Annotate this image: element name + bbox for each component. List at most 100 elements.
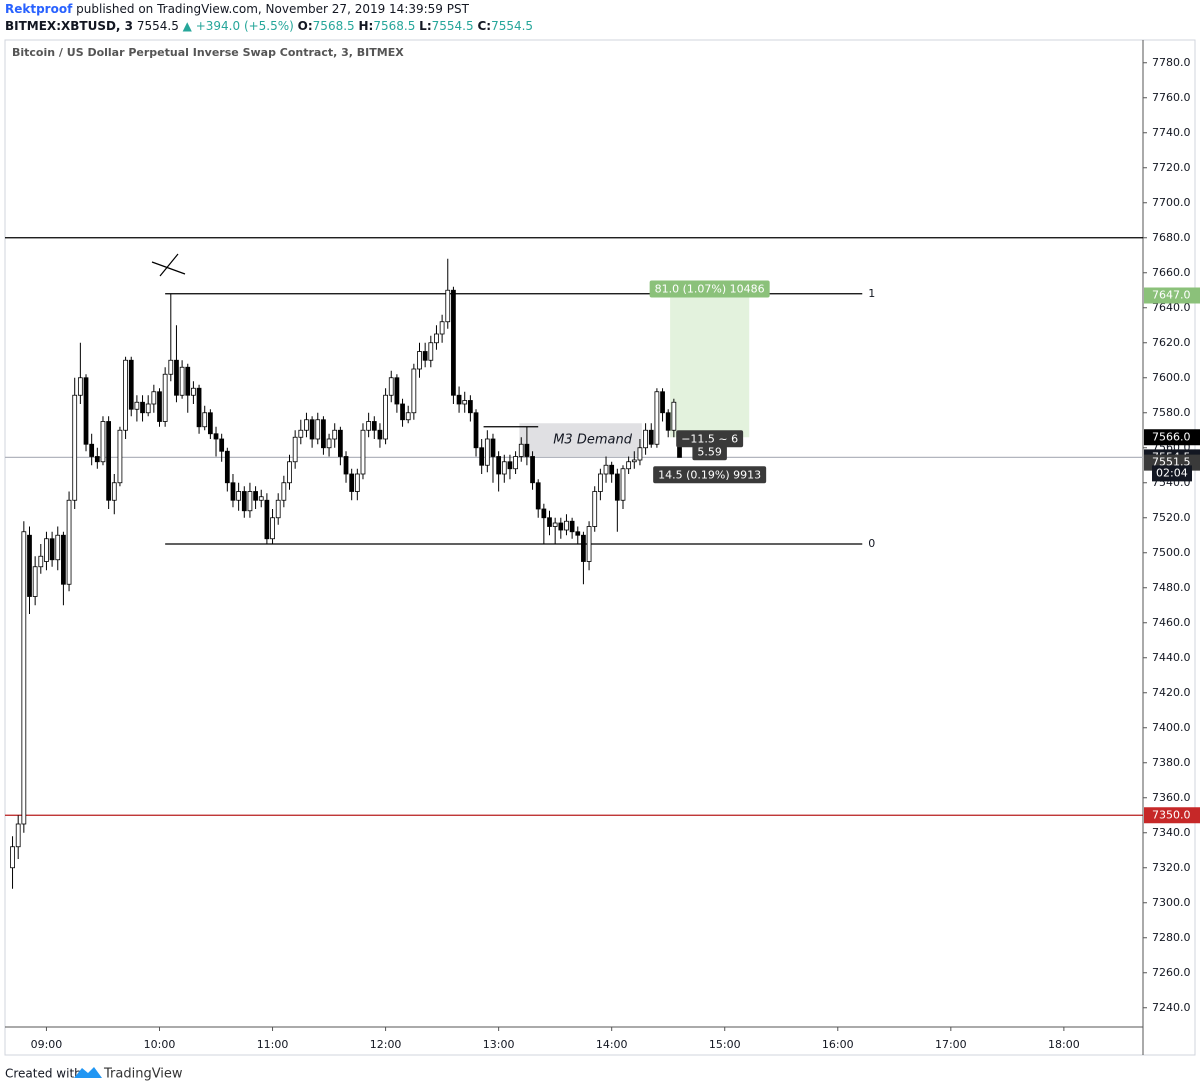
c: 7554.5	[491, 19, 533, 33]
candle-body	[631, 459, 637, 463]
l-label: L:	[419, 19, 431, 33]
candle-body	[484, 438, 490, 466]
target-area	[670, 295, 750, 438]
candle-body	[609, 464, 615, 475]
candle-body	[55, 534, 61, 561]
candle-body	[518, 443, 524, 457]
candle-body	[592, 491, 598, 527]
candle-body	[371, 421, 377, 431]
candle-body	[219, 438, 225, 452]
candle-body	[343, 456, 349, 475]
header-line: Rektproof published on TradingView.com, …	[5, 2, 470, 16]
candle-body	[575, 531, 581, 536]
x-tick-label: 13:00	[483, 1038, 515, 1051]
candle-body	[507, 461, 513, 470]
candle-body	[671, 401, 677, 431]
candle-body	[106, 421, 112, 501]
level-label: 1	[868, 287, 875, 300]
price-label: 7350.0	[1152, 808, 1191, 821]
chart-title: Bitcoin / US Dollar Perpetual Inverse Sw…	[12, 46, 404, 59]
o-label: O:	[298, 19, 313, 33]
candle-body	[151, 391, 157, 405]
candle-body	[405, 412, 411, 421]
h-label: H:	[359, 19, 374, 33]
y-tick-label: 7400.0	[1152, 721, 1191, 734]
h: 7568.5	[373, 19, 415, 33]
candle-body	[21, 531, 27, 825]
candle-body	[258, 496, 264, 501]
price-label-bg	[1144, 287, 1200, 304]
candle-body	[72, 394, 78, 501]
candle-body	[530, 456, 535, 484]
x-tick-label: 18:00	[1048, 1038, 1080, 1051]
author: Rektproof	[5, 2, 73, 16]
x-tick-label: 09:00	[31, 1038, 63, 1051]
candle-body	[275, 499, 281, 519]
candle-body	[451, 289, 456, 396]
y-tick-label: 7260.0	[1152, 966, 1191, 979]
last: 7554.5	[137, 19, 179, 33]
candle-body	[66, 499, 72, 585]
y-tick-label: 7340.0	[1152, 826, 1191, 839]
candle-body	[524, 443, 530, 457]
candle-body	[445, 289, 451, 323]
ratio-label-bg	[692, 443, 727, 461]
candle-body	[626, 461, 632, 470]
countdown-bg	[1152, 465, 1192, 482]
candle-body	[456, 394, 462, 405]
candle-body	[191, 387, 196, 396]
candle-body	[597, 473, 603, 492]
candle-body	[83, 377, 89, 445]
candle-body	[44, 538, 49, 562]
published: published on TradingView.com, November 2…	[76, 2, 469, 16]
candle-body	[134, 401, 140, 410]
candle-body	[326, 438, 332, 449]
candle-body	[586, 526, 592, 562]
candle-body	[315, 419, 321, 440]
candle-body	[111, 482, 117, 501]
center-label-bg	[676, 430, 744, 448]
y-tick-label: 7600.0	[1152, 371, 1191, 384]
frame	[4, 39, 1196, 1056]
demand-zone	[519, 423, 642, 457]
candle-body	[501, 461, 507, 475]
candle-body	[439, 321, 445, 335]
tv-logo	[74, 1067, 102, 1078]
candle-body	[264, 499, 270, 540]
candle-body	[479, 447, 485, 466]
o: 7568.5	[313, 19, 355, 33]
candle-body	[100, 421, 106, 463]
candle-body	[89, 443, 95, 457]
y-tick-label: 7580.0	[1152, 406, 1191, 419]
y-tick-label: 7680.0	[1152, 231, 1191, 244]
candle-body	[569, 520, 575, 533]
candle-body	[174, 359, 179, 396]
x-tick-label: 17:00	[935, 1038, 967, 1051]
x-tick-label: 16:00	[822, 1038, 854, 1051]
candle-body	[462, 400, 468, 405]
candle-body	[202, 412, 208, 428]
symbol-line: BITMEX:XBTUSD, 3 7554.5 ▲ +394.0 (+5.5%)…	[5, 19, 533, 33]
candle-body	[383, 394, 388, 440]
candle-body	[15, 823, 21, 848]
candle-body	[394, 377, 400, 405]
candle-body	[10, 846, 15, 869]
candle-body	[417, 351, 422, 370]
candle-body	[140, 401, 145, 414]
candle-body	[547, 517, 552, 527]
countdown: 02:04	[1156, 466, 1188, 479]
price-label-bg	[1144, 807, 1200, 824]
candle-body	[614, 473, 620, 501]
candle-body	[349, 473, 355, 492]
candle-body	[27, 534, 32, 597]
candle-body	[354, 473, 360, 492]
y-tick-label: 7300.0	[1152, 896, 1191, 909]
change: ▲ +394.0 (+5.5%)	[183, 19, 294, 33]
x-tick-label: 14:00	[596, 1038, 628, 1051]
candle-body	[292, 436, 298, 463]
price-label: 7566.0	[1152, 430, 1191, 443]
candle-body	[247, 491, 253, 512]
y-tick-label: 7360.0	[1152, 791, 1191, 804]
candle-body	[332, 429, 338, 440]
candle-body	[366, 421, 372, 431]
